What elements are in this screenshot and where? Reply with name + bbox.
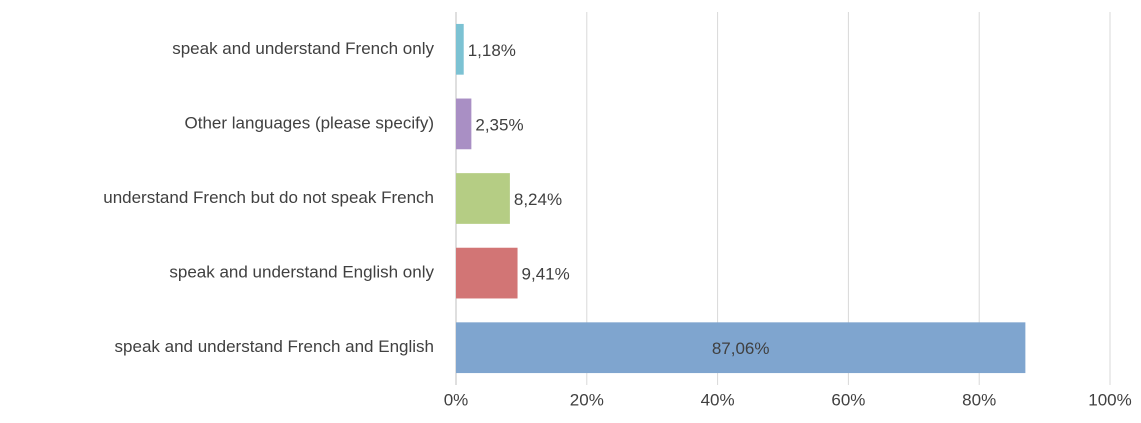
x-tick-label: 100% [1088,390,1131,409]
bar [456,173,510,224]
y-tick-label: understand French but do not speak Frenc… [103,188,434,207]
x-tick-label: 20% [570,390,604,409]
x-tick-label: 40% [701,390,735,409]
bar [456,98,472,150]
bar [456,23,464,75]
x-tick-label: 0% [444,390,469,409]
y-tick-label: speak and understand English only [169,263,434,282]
y-tick-label: Other languages (please specify) [185,113,434,132]
y-tick-label: speak and understand French only [172,39,434,58]
x-tick-label: 60% [831,390,865,409]
bar [456,247,518,299]
data-label: 8,24% [514,190,562,209]
bar [456,322,1026,374]
data-label: 2,35% [475,115,523,134]
y-tick-label: speak and understand French and English [115,337,434,356]
data-label: 1,18% [468,41,516,60]
data-label: 87,06% [712,339,770,358]
data-label: 9,41% [522,265,570,284]
x-tick-label: 80% [962,390,996,409]
